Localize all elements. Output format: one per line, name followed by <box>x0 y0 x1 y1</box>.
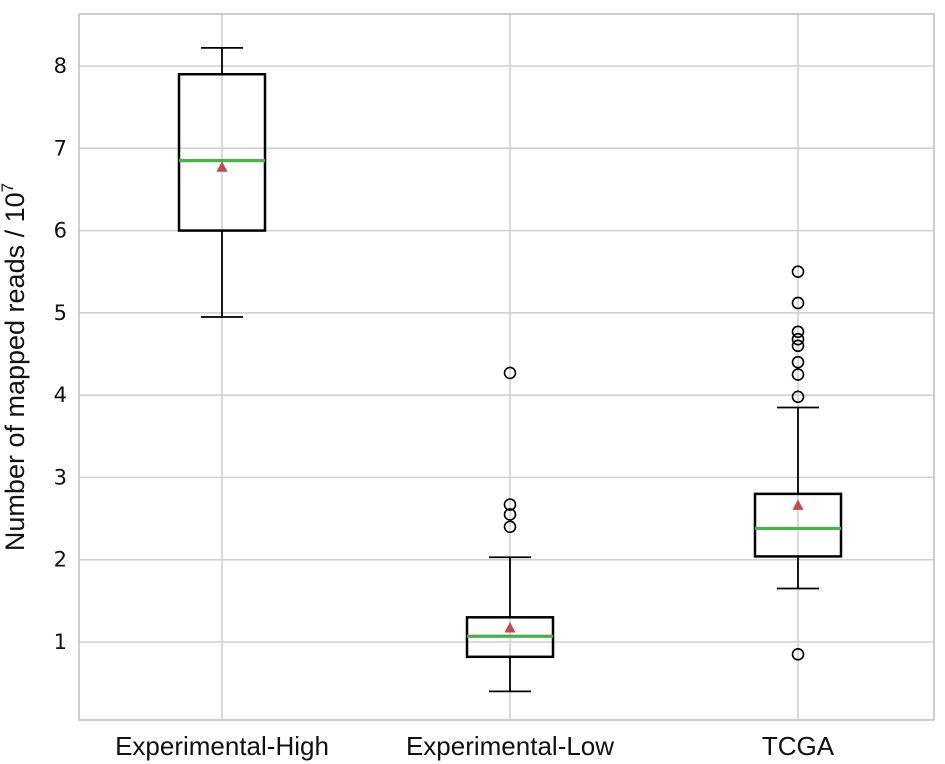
outlier-point <box>791 355 805 369</box>
y-tick-labels: 1 2 3 4 5 6 7 8 <box>54 54 67 654</box>
box-group-experimental-low <box>465 366 555 693</box>
y-tick-label-1: 1 <box>54 630 67 654</box>
iqr-box <box>753 492 843 558</box>
y-tick-label-7: 7 <box>54 136 67 160</box>
grid-lines <box>79 14 934 720</box>
x-tick-label-experimental-low: Experimental-Low <box>406 731 614 761</box>
outlier-point <box>503 498 517 511</box>
outlier-point <box>791 339 805 353</box>
y-tick-label-8: 8 <box>54 54 67 78</box>
y-tick-label-3: 3 <box>54 465 67 489</box>
y-tick-label-5: 5 <box>54 301 67 325</box>
iqr-box <box>177 72 267 232</box>
x-tick-label-tcga: TCGA <box>762 731 835 761</box>
outlier-point <box>791 368 805 381</box>
outlier-point <box>503 508 517 521</box>
mean-marker <box>792 499 804 510</box>
boxes <box>177 46 843 693</box>
y-axis-title-text: Number of mapped reads / 10 <box>0 192 30 551</box>
y-axis-title: Number of mapped reads / 107 <box>0 183 30 551</box>
y-axis-title-exponent: 7 <box>0 183 17 192</box>
mean-marker <box>504 622 516 633</box>
outlier-point <box>791 390 805 404</box>
outlier-point <box>791 648 805 661</box>
x-tick-labels: Experimental-High Experimental-Low TCGA <box>115 731 835 761</box>
outlier-point <box>791 296 805 310</box>
outlier-point <box>791 325 805 339</box>
y-tick-label-2: 2 <box>54 548 67 572</box>
y-tick-label-4: 4 <box>54 383 67 407</box>
plot-frame <box>78 13 935 721</box>
mean-marker <box>216 161 228 172</box>
outlier-point <box>791 265 805 279</box>
box-group-experimental-high <box>177 46 267 318</box>
outlier-point <box>503 520 517 534</box>
box-group-tcga <box>753 265 843 661</box>
y-tick-label-6: 6 <box>54 219 67 243</box>
x-tick-label-experimental-high: Experimental-High <box>115 731 329 761</box>
outlier-point <box>503 366 517 380</box>
outlier-point <box>791 332 805 346</box>
